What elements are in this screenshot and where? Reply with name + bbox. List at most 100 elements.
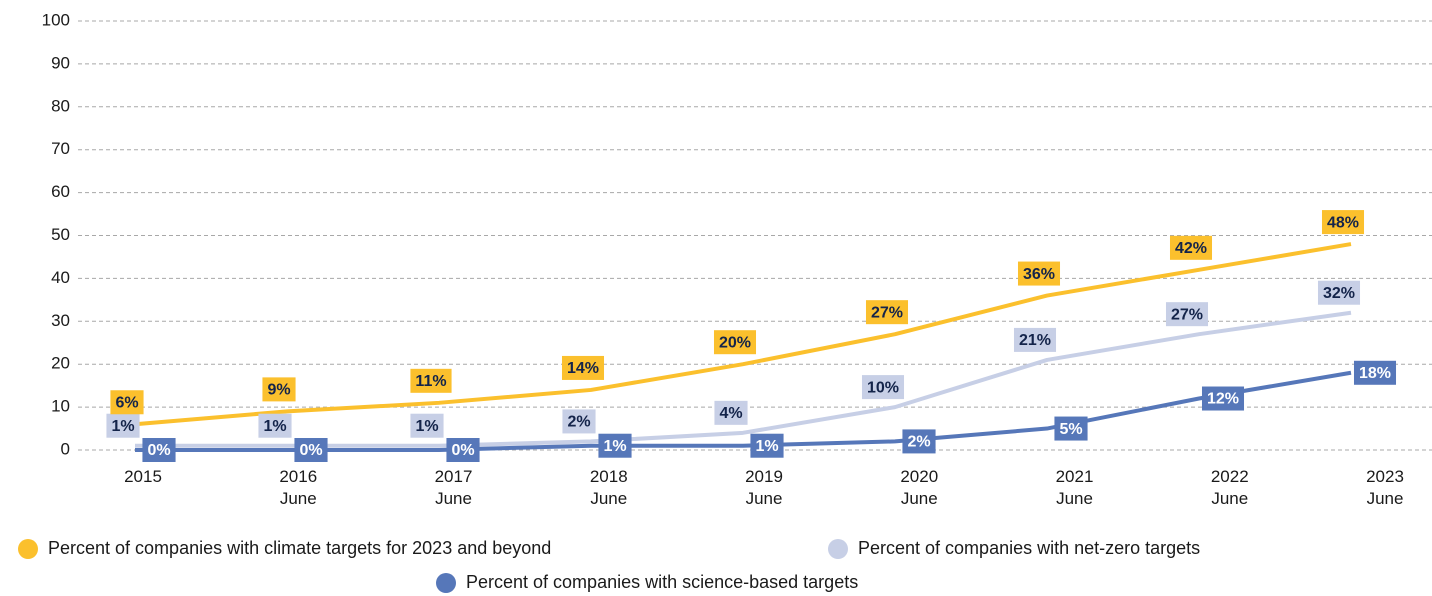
- y-tick-label: 40: [51, 268, 70, 287]
- data-label-box: [410, 413, 444, 438]
- y-tick-label: 80: [51, 96, 70, 115]
- data-label-box: [902, 429, 936, 454]
- data-label-text: 18%: [1359, 365, 1391, 382]
- y-tick-label: 100: [42, 10, 70, 29]
- data-label-text: 27%: [871, 304, 903, 321]
- data-label: 0%: [446, 438, 480, 462]
- x-tick-label: 2019 June: [745, 467, 783, 508]
- data-label: 27%: [1165, 302, 1209, 327]
- data-label-box: [561, 355, 605, 380]
- data-label: 10%: [861, 375, 905, 400]
- y-tick-label: 90: [51, 53, 70, 72]
- data-label: 6%: [110, 390, 144, 415]
- data-label-box: [1317, 280, 1361, 305]
- x-tick-label: 2020 June: [900, 467, 939, 508]
- y-tick-label: 50: [51, 225, 70, 244]
- y-tick-label: 0: [61, 439, 70, 458]
- y-tick-label: 60: [51, 182, 70, 201]
- data-label: 1%: [410, 413, 444, 438]
- data-label: 42%: [1169, 235, 1213, 260]
- data-label-box: [750, 433, 784, 458]
- data-label-text: 6%: [115, 394, 138, 411]
- data-label-box: [262, 377, 296, 402]
- data-label-text: 1%: [603, 438, 626, 455]
- data-label-text: 42%: [1175, 240, 1207, 257]
- x-tick-label: 2022 June: [1210, 467, 1249, 508]
- legend-item: Percent of companies with net-zero targe…: [828, 538, 1200, 559]
- data-label-text: 1%: [755, 438, 778, 455]
- data-label-text: 20%: [719, 334, 751, 351]
- data-label: 0%: [294, 438, 328, 462]
- data-label-text: 4%: [719, 405, 742, 422]
- data-label: 14%: [561, 355, 605, 380]
- data-label-box: [1169, 235, 1213, 260]
- data-label-text: 27%: [1171, 306, 1203, 323]
- x-tick-label: 2021 June: [1055, 467, 1094, 508]
- data-label-box: [110, 390, 144, 415]
- data-label-box: [294, 438, 328, 462]
- data-label-text: 1%: [111, 418, 134, 435]
- data-label-box: [861, 375, 905, 400]
- data-label-text: 21%: [1019, 332, 1051, 349]
- data-label-text: 1%: [415, 418, 438, 435]
- data-label-box: [446, 438, 480, 462]
- data-label-text: 9%: [267, 382, 290, 399]
- legend-marker: [436, 572, 456, 593]
- data-label-text: 5%: [1059, 421, 1082, 438]
- data-label-box: [1321, 210, 1365, 235]
- data-label: 4%: [714, 400, 748, 425]
- y-tick-label: 30: [51, 311, 70, 330]
- data-label: 32%: [1317, 280, 1361, 305]
- data-label-text: 32%: [1323, 285, 1355, 302]
- data-label: 1%: [598, 433, 632, 458]
- data-label-text: 10%: [867, 379, 899, 396]
- data-label: 36%: [1017, 261, 1061, 286]
- y-tick-label: 70: [51, 139, 70, 158]
- x-tick-label: 2017 June: [434, 467, 473, 508]
- data-label-box: [1201, 386, 1245, 411]
- data-label-box: [562, 409, 596, 434]
- line-series: [135, 370, 1352, 452]
- x-tick-label: 2018 June: [589, 467, 628, 508]
- data-label: 5%: [1054, 416, 1088, 441]
- data-label-box: [714, 400, 748, 425]
- legend-item: Percent of companies with climate target…: [18, 538, 551, 559]
- data-label-text: 14%: [567, 360, 599, 377]
- data-label-box: [713, 330, 757, 355]
- data-label-text: 12%: [1207, 391, 1239, 408]
- data-label: 1%: [106, 413, 140, 438]
- data-label-box: [1353, 360, 1397, 385]
- legend-label: Percent of companies with climate target…: [48, 538, 552, 558]
- data-label: 2%: [902, 429, 936, 454]
- data-label: 21%: [1013, 327, 1057, 352]
- legend-item: Percent of companies with science-based …: [436, 572, 858, 593]
- data-label-box: [1054, 416, 1088, 441]
- data-label: 12%: [1201, 386, 1245, 411]
- x-tick-label: 2016 June: [279, 467, 318, 508]
- y-tick-label: 20: [51, 354, 70, 373]
- data-label-box: [1017, 261, 1061, 286]
- data-label: 1%: [750, 433, 784, 458]
- data-label-box: [865, 300, 909, 325]
- data-label: 1%: [258, 413, 292, 438]
- data-label-box: [106, 413, 140, 438]
- x-tick-label: 2015: [124, 467, 162, 486]
- data-label-box: [410, 368, 452, 393]
- data-label: 9%: [262, 377, 296, 402]
- legend-marker: [18, 538, 38, 559]
- data-label-text: 0%: [451, 442, 474, 459]
- data-label-box: [1165, 302, 1209, 327]
- legend-label: Percent of companies with net-zero targe…: [858, 538, 1201, 558]
- data-label-text: 48%: [1327, 214, 1359, 231]
- data-label-text: 2%: [907, 434, 930, 451]
- line-series: [134, 242, 1352, 427]
- data-label: 11%: [410, 368, 452, 393]
- data-label-text: 0%: [299, 442, 322, 459]
- data-label: 48%: [1321, 210, 1365, 235]
- data-label-text: 0%: [147, 442, 170, 459]
- data-label-box: [1013, 327, 1057, 352]
- data-label: 2%: [562, 409, 596, 434]
- data-label-text: 36%: [1023, 266, 1055, 283]
- line-series: [135, 310, 1352, 448]
